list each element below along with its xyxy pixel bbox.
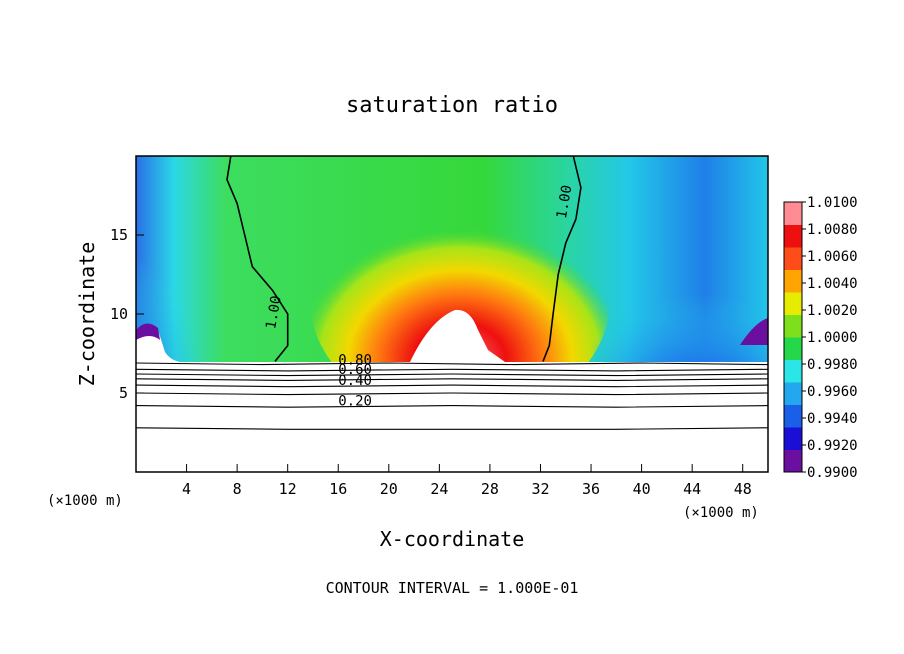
x-unit-label-left: (×1000 m) <box>47 493 123 509</box>
contour-label: 0.60 <box>338 362 372 378</box>
x-tick-label: 32 <box>531 480 549 498</box>
colorbar-swatch <box>784 224 802 248</box>
contour-labels: 1.00 1.00 0.800.600.40 0.20 <box>263 184 575 410</box>
colorbar-label: 0.9960 <box>807 384 858 400</box>
saturation-field <box>136 156 768 472</box>
colorbar-label: 1.0060 <box>807 249 858 265</box>
contour-line <box>136 405 768 408</box>
colorbar-swatch <box>784 314 802 338</box>
contour-label: 0.20 <box>338 394 372 410</box>
contour-line <box>136 362 768 366</box>
chart-title: saturation ratio <box>346 93 558 118</box>
x-tick-label: 20 <box>380 480 398 498</box>
colorbar-swatch <box>784 247 802 270</box>
contour-lines <box>136 156 768 430</box>
contour-label: 0.80 <box>338 353 372 369</box>
x-axis: 4 8 12 16 20 24 28 32 36 40 44 48 <box>182 464 752 498</box>
colorbar-swatch <box>784 359 802 383</box>
contour-line <box>136 427 768 430</box>
contour-line <box>136 368 768 372</box>
x-axis-label: X-coordinate <box>380 527 525 551</box>
colorbar-swatch <box>784 337 802 360</box>
y-tick-label: 15 <box>110 226 128 244</box>
colorbar-label: 0.9980 <box>807 357 858 373</box>
contour-label: 1.00 <box>263 295 285 331</box>
x-tick-label: 48 <box>734 480 752 498</box>
x-tick-label: 44 <box>683 480 701 498</box>
colorbar-swatch <box>784 382 802 405</box>
contour-label: 1.00 <box>554 184 576 220</box>
contour-line <box>226 156 289 362</box>
colorbar-label: 0.9900 <box>807 465 858 481</box>
colorbar: 1.0100 1.0080 1.0060 1.0040 1.0020 1.0000 0.99… <box>783 195 858 481</box>
footer-note: CONTOUR INTERVAL = 1.000E-01 <box>326 579 579 597</box>
colorbar-label: 0.9920 <box>807 438 858 454</box>
colorbar-swatch <box>784 427 802 450</box>
x-tick-label: 4 <box>182 480 191 498</box>
y-tick-label: 10 <box>110 305 128 323</box>
colorbar-swatch <box>784 404 802 428</box>
colorbar-swatch <box>784 292 802 315</box>
contour-line <box>136 384 768 388</box>
colorbar-swatch <box>784 269 802 293</box>
x-tick-label: 28 <box>481 480 499 498</box>
contour-line <box>136 392 768 396</box>
colorbar-label: 1.0100 <box>807 195 858 211</box>
x-tick-label: 24 <box>430 480 448 498</box>
colorbar-label: 1.0080 <box>807 222 858 238</box>
contour-line <box>136 373 768 377</box>
colorbar-label: 1.0000 <box>807 330 858 346</box>
colorbar-label: 1.0040 <box>807 276 858 292</box>
y-tick-label: 5 <box>119 384 128 402</box>
y-axis: 5 10 15 <box>110 226 144 402</box>
contour-line <box>136 378 768 381</box>
x-tick-label: 36 <box>582 480 600 498</box>
y-axis-label: Z-coordinate <box>75 242 99 387</box>
colorbar-swatch <box>784 202 802 225</box>
contour-line <box>542 156 582 362</box>
contour-label: 0.40 <box>338 373 372 389</box>
x-tick-label: 12 <box>279 480 297 498</box>
x-unit-label-right: (×1000 m) <box>683 505 759 521</box>
colorbar-swatch <box>784 449 802 473</box>
x-tick-label: 16 <box>329 480 347 498</box>
x-tick-label: 40 <box>633 480 651 498</box>
x-tick-label: 8 <box>233 480 242 498</box>
colorbar-label: 0.9940 <box>807 411 858 427</box>
colorbar-label: 1.0020 <box>807 303 858 319</box>
